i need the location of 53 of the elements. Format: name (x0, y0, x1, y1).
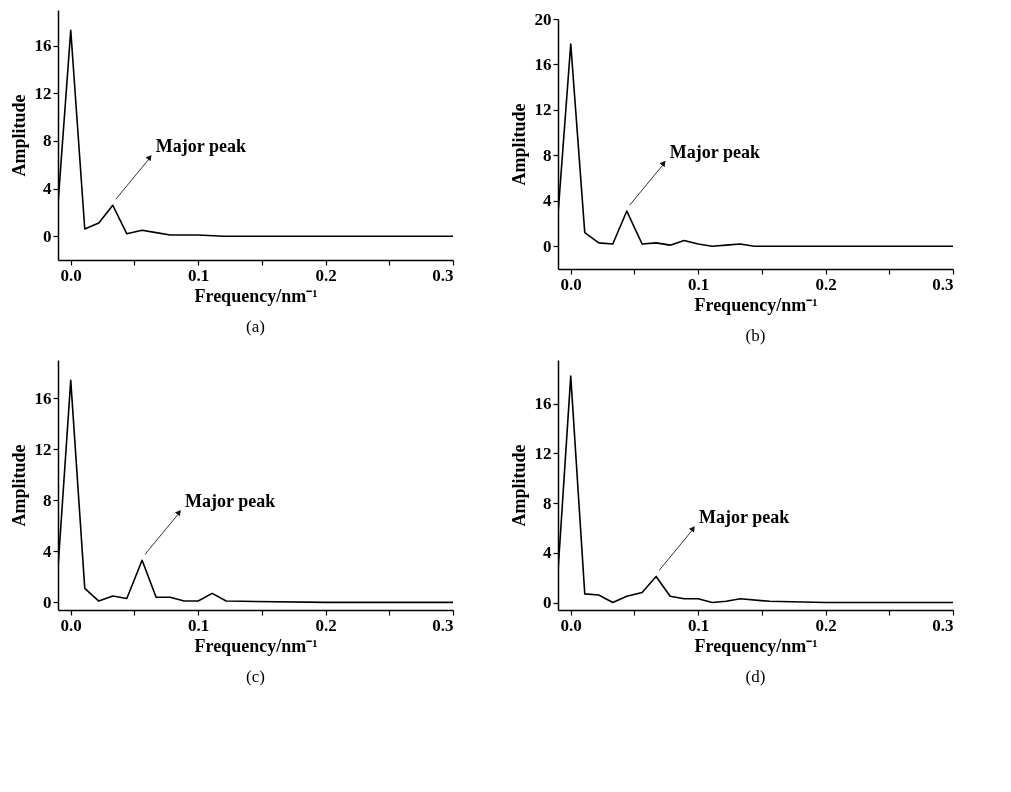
y-tick-label: 20 (534, 9, 552, 29)
y-axis-title: Amplitude (8, 94, 29, 177)
y-tick-label: 8 (543, 145, 552, 165)
x-tick-label: 0.0 (560, 274, 582, 294)
x-axis-title: Frequency/nm⁻¹ (194, 285, 318, 306)
y-tick-label: 4 (543, 543, 552, 563)
y-tick-label: 12 (34, 439, 52, 459)
y-tick-label: 16 (534, 394, 552, 414)
x-tick-label: 0.2 (315, 615, 337, 635)
x-tick-label: 0.1 (188, 265, 210, 285)
annotation: Major peak (699, 507, 790, 528)
y-tick-label: 16 (534, 54, 552, 74)
x-tick-label: 0.3 (432, 265, 454, 285)
x-axis-title: Frequency/nm⁻¹ (694, 294, 818, 315)
text: (b) (745, 326, 766, 345)
y-tick-label: 12 (34, 83, 52, 103)
y-tick-label: 8 (543, 493, 552, 513)
y-tick-label: 4 (43, 179, 52, 199)
text: (d) (745, 667, 766, 686)
text: (c) (246, 667, 265, 686)
x-axis-title: Frequency/nm⁻¹ (694, 635, 818, 656)
x-tick-label: 0.3 (432, 615, 454, 635)
x-tick-label: 0.0 (60, 615, 82, 635)
annotation: Major peak (185, 491, 276, 512)
x-tick-label: 0.2 (815, 274, 837, 294)
x-axis-title: Frequency/nm⁻¹ (194, 635, 318, 656)
y-axis-title: Amplitude (508, 103, 529, 186)
x-tick-label: 0.0 (60, 265, 82, 285)
y-tick-label: 12 (534, 100, 552, 120)
x-tick-label: 0.3 (932, 615, 954, 635)
y-tick-label: 0 (43, 226, 52, 246)
y-tick-label: 4 (543, 191, 552, 211)
y-tick-label: 12 (534, 443, 552, 463)
y-tick-label: 16 (34, 388, 52, 408)
y-tick-label: 8 (43, 131, 52, 151)
text: (a) (246, 317, 265, 336)
y-tick-label: 4 (43, 541, 52, 561)
x-tick-label: 0.3 (932, 274, 954, 294)
y-axis-title: Amplitude (508, 444, 529, 527)
x-tick-label: 0.2 (815, 615, 837, 635)
y-tick-label: 16 (34, 36, 52, 56)
y-axis-title: Amplitude (8, 444, 29, 527)
annotation: Major peak (669, 142, 760, 163)
x-tick-label: 0.1 (688, 274, 710, 294)
y-tick-label: 0 (43, 592, 52, 612)
x-tick-label: 0.1 (688, 615, 710, 635)
x-tick-label: 0.0 (560, 615, 582, 635)
annotation: Major peak (155, 136, 246, 157)
y-tick-label: 8 (43, 490, 52, 510)
x-tick-label: 0.2 (315, 265, 337, 285)
y-tick-label: 0 (543, 593, 552, 613)
x-tick-label: 0.1 (188, 615, 210, 635)
y-tick-label: 0 (543, 236, 552, 256)
